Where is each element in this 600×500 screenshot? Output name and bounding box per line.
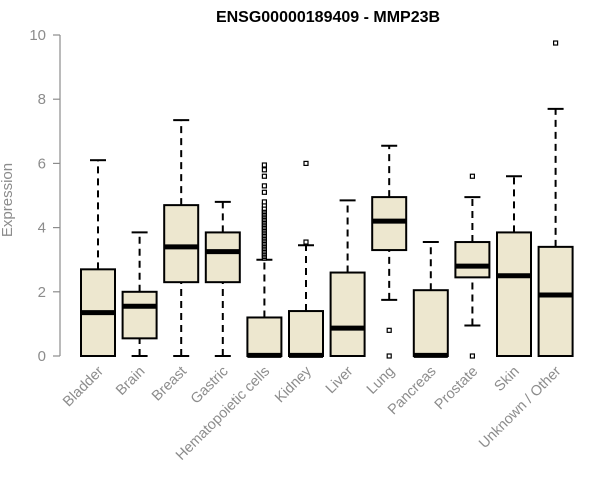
y-tick-label: 4 [38,220,46,237]
outlier-point [386,327,392,333]
box-iqr [412,289,449,358]
box-iqr [454,241,491,279]
box-liver [329,199,366,358]
x-tick-label: Bladder [60,363,107,410]
outlier-point [261,199,267,205]
box-iqr [121,290,158,340]
x-tick-label: Liver [323,363,357,397]
outlier-point [303,239,309,245]
x-tick-label: Brain [113,364,148,399]
box-iqr [496,231,532,357]
y-tick-label: 10 [29,27,46,44]
box-iqr [204,231,241,284]
x-tick-label: Breast [149,364,190,405]
x-tick-label: Lung [364,364,398,398]
box-iqr [246,316,283,358]
box-iqr [288,310,324,357]
box-pancreas [412,241,449,358]
outlier-point [261,183,267,189]
box-hematopoietic-cells [246,162,283,358]
box-bladder [80,159,116,357]
y-tick-label: 2 [38,284,46,301]
box-skin [496,175,532,357]
y-axis-label: Expression [0,163,16,237]
y-tick-label: 6 [38,155,46,172]
outlier-point [303,160,309,166]
x-tick-label: Prostate [432,364,481,413]
outlier-point [261,162,267,168]
box-iqr [537,245,574,357]
outlier-point [552,40,559,46]
outlier-point [261,173,267,179]
y-tick-label: 8 [38,91,46,108]
box-breast [163,119,200,357]
box-prostate [454,173,491,359]
box-iqr [163,204,200,284]
x-tick-label: Kidney [272,363,315,406]
outlier-point [469,353,475,359]
box-unknown-other [537,40,574,357]
box-brain [121,231,158,357]
box-series [80,40,574,359]
box-gastric [204,200,241,357]
box-iqr [329,271,366,358]
outlier-point [261,167,267,173]
box-kidney [288,160,324,358]
box-lung [371,144,408,359]
chart-title: ENSG00000189409 - MMP23B [216,9,440,26]
y-axis-ticks: 0 2 4 6 8 10 [29,27,60,365]
outlier-point [386,353,392,359]
outlier-point [261,189,267,195]
outlier-point [469,173,475,179]
y-tick-label: 0 [38,348,46,365]
x-tick-label: Skin [492,364,523,395]
